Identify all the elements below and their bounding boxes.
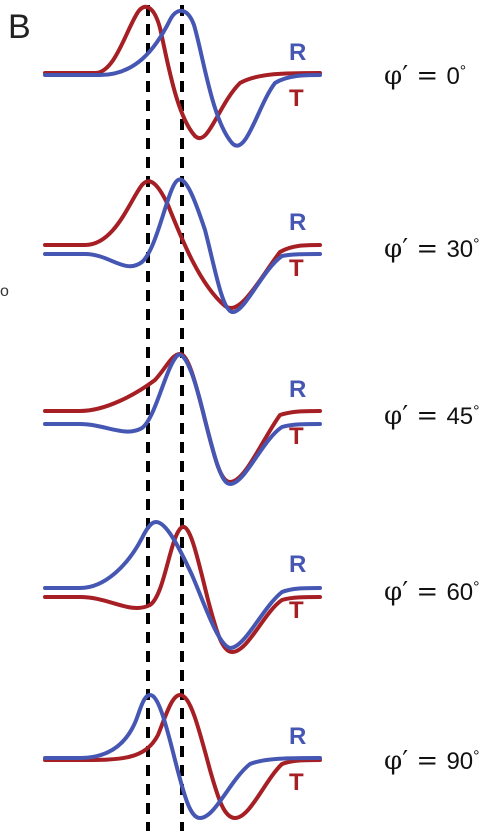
- row-phase-30: R T φ′ = 30°: [43, 177, 480, 314]
- row-4-r-waveform: [43, 520, 322, 650]
- row-5-r-waveform: [43, 693, 322, 820]
- row-1-t-waveform: [43, 4, 322, 141]
- row-4-t-waveform: [43, 524, 322, 654]
- row-4-phase-unit: °: [473, 579, 479, 596]
- panel-label: B: [8, 8, 31, 46]
- row-5-phase-value: 90: [446, 748, 473, 775]
- row-4-phase-label: φ′ = 60°: [384, 577, 480, 607]
- row-3-phase-label: φ′ = 45°: [384, 401, 480, 431]
- row-5-phase-unit: °: [473, 748, 479, 765]
- row-4-phase-value: 60: [446, 579, 473, 606]
- row-3-r-label: R: [289, 376, 306, 403]
- row-5-t-waveform: [43, 693, 322, 820]
- row-1-t-label: T: [289, 85, 304, 112]
- row-1-phase-prefix: φ′ =: [384, 61, 446, 91]
- stray-mark: o: [0, 283, 9, 300]
- row-2-phase-value: 30: [446, 236, 473, 263]
- row-1-r-label: R: [289, 39, 306, 66]
- row-phase-45: R T φ′ = 45°: [43, 352, 480, 486]
- row-2-r-waveform: [43, 177, 322, 314]
- row-3-phase-value: 45: [446, 403, 473, 430]
- row-2-r-label: R: [289, 209, 306, 236]
- row-3-phase-unit: °: [473, 403, 479, 420]
- row-2-phase-label: φ′ = 30°: [384, 234, 480, 264]
- row-3-r-waveform: [43, 352, 322, 486]
- row-phase-0: R T φ′ = 0°: [43, 4, 466, 148]
- row-1-r-waveform: [43, 8, 322, 148]
- row-2-phase-unit: °: [473, 236, 479, 253]
- row-2-phase-prefix: φ′ =: [384, 234, 446, 264]
- row-1-phase-value: 0: [446, 63, 459, 90]
- row-5-phase-label: φ′ = 90°: [384, 746, 480, 776]
- row-5-phase-prefix: φ′ =: [384, 746, 446, 776]
- row-3-t-label: T: [289, 423, 304, 450]
- row-3-phase-prefix: φ′ =: [384, 401, 446, 431]
- row-5-t-label: T: [289, 769, 304, 796]
- row-1-phase-label: φ′ = 0°: [384, 61, 466, 91]
- row-4-t-label: T: [289, 597, 304, 624]
- row-2-t-waveform: [43, 179, 322, 310]
- row-phase-90: R T φ′ = 90°: [43, 693, 480, 820]
- row-phase-60: R T φ′ = 60°: [43, 520, 480, 654]
- row-4-phase-prefix: φ′ =: [384, 577, 446, 607]
- row-5-r-label: R: [289, 723, 306, 750]
- row-1-phase-unit: °: [460, 63, 466, 80]
- row-4-r-label: R: [289, 551, 306, 578]
- row-2-t-label: T: [289, 255, 304, 282]
